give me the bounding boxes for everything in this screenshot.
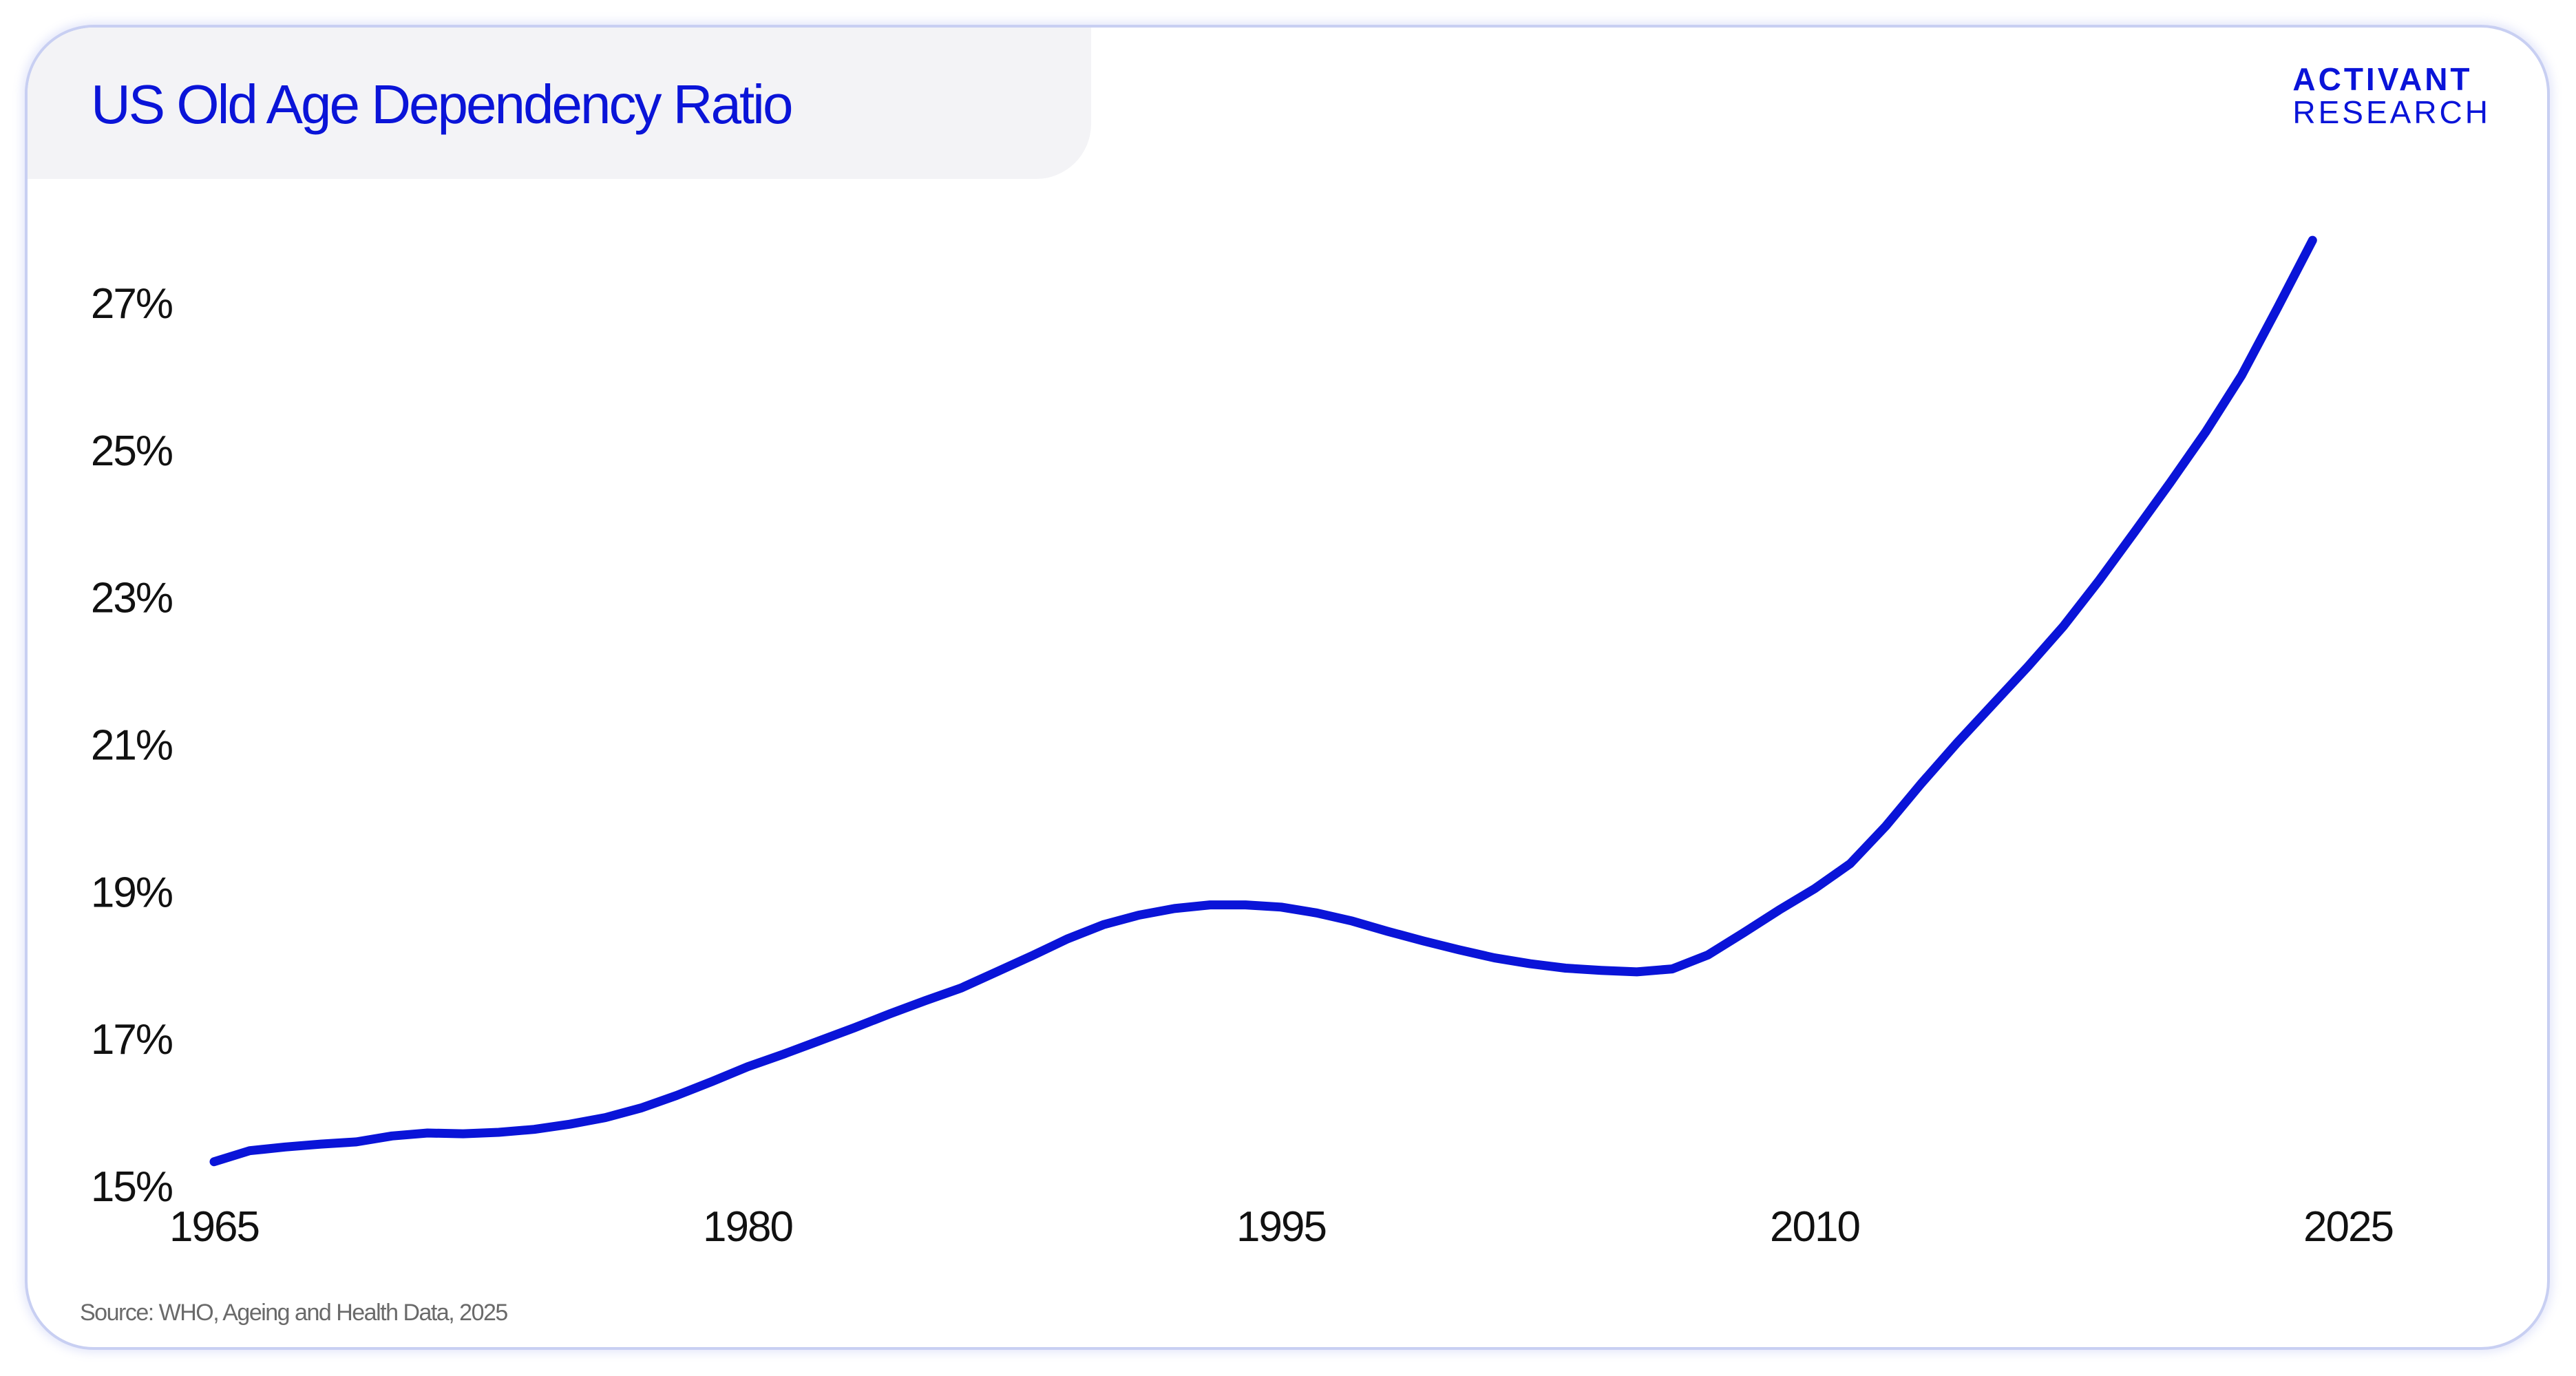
x-tick-label: 1965 — [169, 1203, 259, 1251]
title-tab: US Old Age Dependency Ratio — [28, 28, 1091, 179]
source-note: Source: WHO, Ageing and Health Data, 202… — [80, 1300, 508, 1326]
x-tick-label: 1995 — [1236, 1203, 1326, 1251]
line-chart: 15% 17% 19% 21% 23% 25% 27% 1965 1980 1995 2010 20… — [91, 235, 2394, 1251]
chart-series — [209, 235, 2317, 1167]
y-tick-label: 21% — [91, 722, 172, 770]
logo-line-activant: ACTIVANT — [2292, 61, 2473, 97]
y-tick-label: 15% — [91, 1163, 172, 1211]
series-line — [209, 235, 2317, 1167]
x-tick-label: 2010 — [1770, 1203, 1859, 1251]
chart-card: US Old Age Dependency Ratio ACTIVANT RES… — [25, 25, 2550, 1350]
y-tick-label: 19% — [91, 869, 172, 916]
y-tick-label: 17% — [91, 1016, 172, 1063]
y-tick-label: 23% — [91, 575, 172, 622]
logo-line-research: RESEARCH — [2292, 94, 2491, 130]
chart-title: US Old Age Dependency Ratio — [91, 74, 793, 135]
x-tick-label: 1980 — [703, 1203, 792, 1251]
x-tick-label: 2025 — [2303, 1203, 2393, 1251]
y-tick-label: 27% — [91, 280, 172, 328]
x-axis-ticks: 1965 1980 1995 2010 2025 — [169, 1203, 2394, 1251]
activant-research-logo: ACTIVANT RESEARCH — [2292, 63, 2491, 128]
y-tick-label: 25% — [91, 427, 172, 475]
y-axis-ticks: 15% 17% 19% 21% 23% 25% 27% — [91, 280, 173, 1211]
